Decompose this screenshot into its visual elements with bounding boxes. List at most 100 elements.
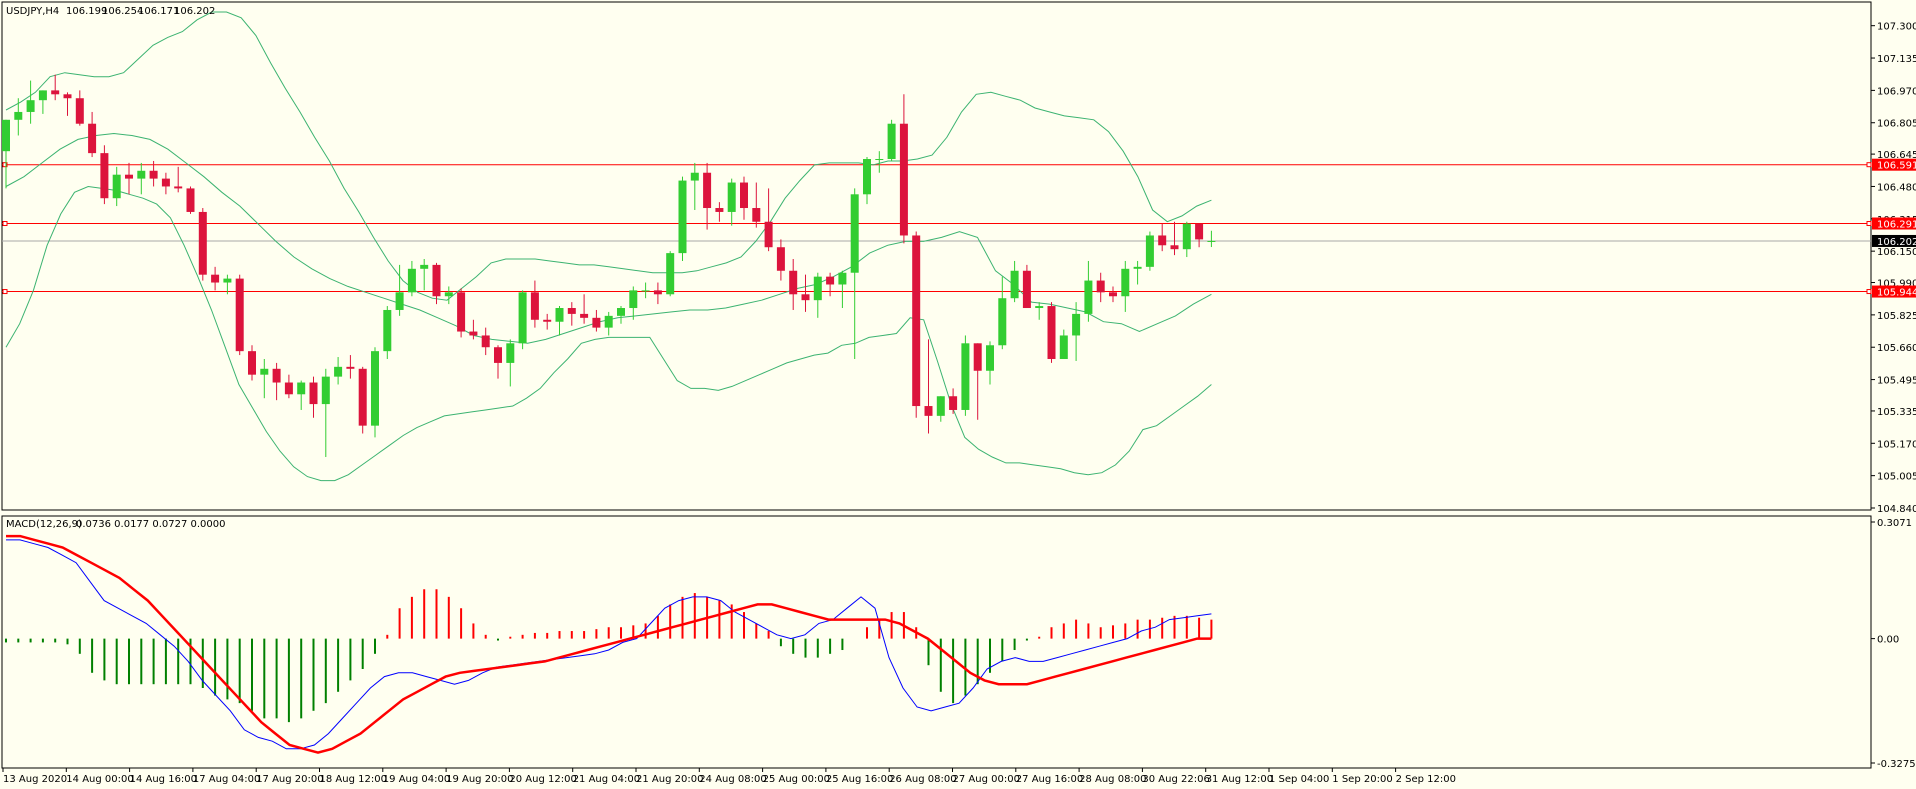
candle-body bbox=[850, 194, 859, 273]
candle bbox=[14, 98, 23, 136]
candle bbox=[912, 231, 921, 418]
candle-body bbox=[149, 170, 158, 179]
candle-body bbox=[469, 331, 478, 336]
candle bbox=[309, 376, 318, 418]
candle-body bbox=[973, 343, 982, 371]
candle bbox=[494, 345, 502, 379]
candle-body bbox=[100, 153, 109, 199]
candle bbox=[764, 188, 773, 252]
candle bbox=[641, 282, 650, 299]
candle bbox=[580, 294, 589, 324]
macd-axis-label: 0.3071 bbox=[1877, 518, 1912, 529]
price-axis-label: 107.135 bbox=[1877, 54, 1916, 65]
candle-body bbox=[235, 278, 244, 352]
candle bbox=[469, 319, 478, 340]
candle-body bbox=[371, 351, 379, 426]
candle bbox=[986, 341, 994, 385]
candle bbox=[629, 286, 638, 320]
candle bbox=[284, 374, 293, 399]
candle-body bbox=[838, 272, 847, 285]
candle bbox=[1170, 221, 1179, 256]
candle bbox=[444, 286, 453, 305]
level-anchor-left bbox=[2, 221, 8, 227]
candle-body bbox=[678, 180, 687, 254]
candle bbox=[506, 339, 515, 387]
candle-body bbox=[334, 366, 343, 377]
candle-body bbox=[986, 345, 994, 371]
candle-body bbox=[1158, 235, 1167, 246]
price-axis-label: 106.645 bbox=[1877, 150, 1916, 161]
time-axis-label: 26 Aug 08:00 bbox=[889, 774, 956, 785]
macd-axis-label: 0.00 bbox=[1877, 635, 1899, 646]
time-axis-label: 18 Aug 12:00 bbox=[320, 774, 387, 785]
level-anchor-right bbox=[1866, 289, 1872, 295]
bollinger-upper-band bbox=[5, 11, 1212, 301]
price-axis-label: 105.825 bbox=[1877, 311, 1916, 322]
macd-signal-line bbox=[6, 534, 1212, 754]
macd-axis-label: -0.3275 bbox=[1877, 759, 1916, 770]
candle-body bbox=[740, 182, 748, 209]
time-axis-label: 1 Sep 04:00 bbox=[1269, 774, 1329, 785]
candle bbox=[149, 160, 158, 187]
candle-body bbox=[1096, 280, 1105, 293]
time-axis-label: 28 Aug 08:00 bbox=[1079, 774, 1146, 785]
candle bbox=[1072, 302, 1081, 361]
candle-body bbox=[629, 290, 638, 309]
time-axis-label: 19 Aug 04:00 bbox=[383, 774, 450, 785]
candle bbox=[1145, 231, 1154, 271]
price-axis-label: 105.990 bbox=[1877, 279, 1916, 290]
candle-body bbox=[26, 100, 35, 112]
candle-body bbox=[899, 123, 908, 236]
time-axis-label: 1 Sep 20:00 bbox=[1332, 774, 1392, 785]
level-price-tag bbox=[1872, 158, 1916, 171]
candle bbox=[850, 188, 859, 359]
time-axis-label: 20 Aug 12:00 bbox=[509, 774, 576, 785]
candle-body bbox=[248, 351, 256, 375]
candle bbox=[2, 119, 10, 189]
candle-body bbox=[949, 396, 958, 410]
candle-body bbox=[1059, 335, 1068, 359]
time-axis-label: 17 Aug 20:00 bbox=[256, 774, 323, 785]
candle bbox=[1022, 264, 1031, 309]
candle-body bbox=[1207, 240, 1216, 242]
level-price-tag bbox=[1872, 217, 1916, 230]
time-axis-label: 27 Aug 00:00 bbox=[953, 774, 1020, 785]
candle bbox=[198, 208, 207, 281]
candle-body bbox=[518, 292, 527, 344]
candle bbox=[715, 202, 724, 222]
bollinger-lower-band bbox=[5, 185, 1212, 482]
price-axis-label: 106.480 bbox=[1877, 182, 1916, 193]
candle-body bbox=[51, 90, 60, 95]
candle bbox=[334, 357, 343, 385]
candle bbox=[161, 172, 170, 195]
level-price-tag bbox=[1872, 285, 1916, 298]
candle-body bbox=[223, 278, 232, 283]
candle bbox=[1059, 329, 1068, 359]
candle-body bbox=[604, 315, 613, 328]
time-axis-label: 24 Aug 08:00 bbox=[699, 774, 766, 785]
candle-body bbox=[432, 264, 441, 297]
time-axis-label: 14 Aug 00:00 bbox=[66, 774, 133, 785]
candle bbox=[1195, 223, 1204, 248]
candle bbox=[555, 306, 564, 336]
price-axis-label: 105.335 bbox=[1877, 407, 1916, 418]
candle bbox=[592, 309, 601, 332]
candle-body bbox=[137, 170, 146, 179]
ohlc-open: 106.199 bbox=[66, 6, 107, 17]
candle bbox=[727, 178, 736, 226]
candle bbox=[407, 260, 416, 297]
candle-body bbox=[444, 292, 453, 297]
candle bbox=[223, 274, 232, 295]
price-axis-label: 107.300 bbox=[1877, 22, 1916, 33]
time-axis-label: 25 Aug 16:00 bbox=[826, 774, 893, 785]
candle bbox=[297, 380, 306, 410]
level-price-tag-label: 105.944 bbox=[1877, 288, 1916, 299]
candle-body bbox=[309, 382, 318, 405]
candle bbox=[1133, 260, 1142, 285]
candle-body bbox=[174, 186, 183, 189]
candle bbox=[186, 186, 195, 214]
level-price-tag-label: 106.291 bbox=[1877, 220, 1916, 231]
candle-body bbox=[961, 343, 970, 410]
candle-body bbox=[1133, 266, 1142, 269]
candle bbox=[998, 276, 1007, 350]
